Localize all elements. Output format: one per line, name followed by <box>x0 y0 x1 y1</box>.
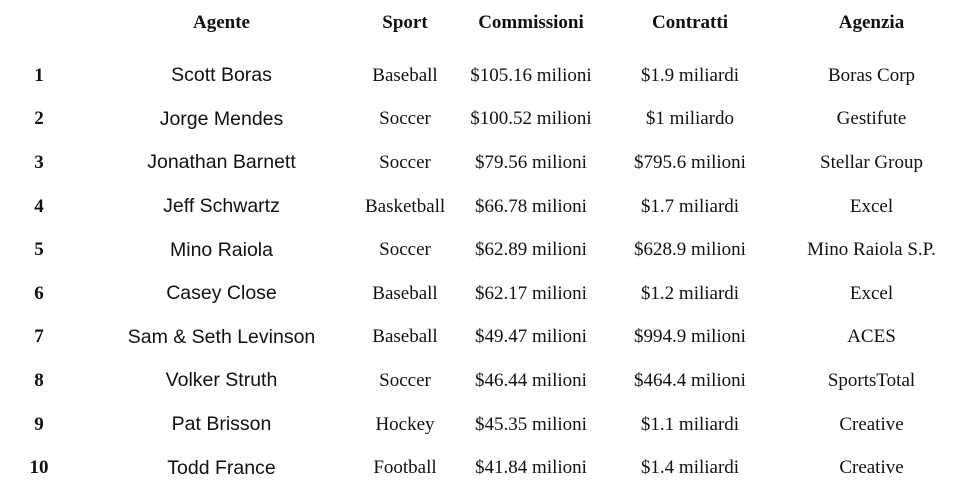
rank-cell: 8 <box>34 369 44 391</box>
agents-table: Agente Sport Commissioni Contratti Agenz… <box>0 0 980 490</box>
commissions-cell: $79.56 milioni <box>475 151 587 173</box>
agency-cell: SportsTotal <box>827 369 916 391</box>
rank-cell: 7 <box>34 326 44 348</box>
rank-cell: 10 <box>29 457 49 479</box>
agency-cell: Creative <box>839 413 904 435</box>
sport-cell: Baseball <box>372 326 438 348</box>
table-row: 7 Sam & Seth Levinson Baseball $49.47 mi… <box>0 316 980 360</box>
rank-cell: 3 <box>34 151 44 173</box>
agency-cell: Mino Raiola S.P. <box>807 239 936 261</box>
agent-cell: Mino Raiola <box>170 238 273 261</box>
commissions-cell: $100.52 milioni <box>470 108 592 130</box>
rank-cell: 6 <box>34 282 44 304</box>
commissions-cell: $62.17 milioni <box>475 282 587 304</box>
agent-cell: Volker Struth <box>165 369 278 392</box>
agent-cell: Jonathan Barnett <box>147 151 296 174</box>
rank-cell: 9 <box>34 413 44 435</box>
sport-cell: Football <box>373 457 437 479</box>
table-row: 9 Pat Brisson Hockey $45.35 milioni $1.1… <box>0 403 980 447</box>
commissions-cell: $66.78 milioni <box>475 195 587 217</box>
contracts-cell: $1.2 miliardi <box>640 282 740 304</box>
table-row: 1 Scott Boras Baseball $105.16 milioni $… <box>0 46 980 98</box>
rank-cell: 2 <box>34 108 44 130</box>
sport-cell: Basketball <box>365 195 446 217</box>
agent-cell: Scott Boras <box>171 64 272 87</box>
agent-cell: Jeff Schwartz <box>163 195 280 218</box>
agency-cell: Excel <box>849 282 894 304</box>
commissions-cell: $49.47 milioni <box>475 326 587 348</box>
table-row: 5 Mino Raiola Soccer $62.89 milioni $628… <box>0 228 980 272</box>
agency-cell: Gestifute <box>836 108 907 130</box>
sport-cell: Baseball <box>372 282 438 304</box>
sport-cell: Soccer <box>379 108 431 130</box>
sport-cell: Baseball <box>372 64 438 86</box>
rank-cell: 1 <box>34 64 44 86</box>
sport-cell: Hockey <box>375 413 435 435</box>
table-row: 4 Jeff Schwartz Basketball $66.78 milion… <box>0 185 980 229</box>
agency-header: Agenzia <box>838 12 905 33</box>
table-row: 6 Casey Close Baseball $62.17 milioni $1… <box>0 272 980 316</box>
agent-header: Agente <box>193 12 250 33</box>
commissions-header: Commissioni <box>478 12 584 33</box>
commissions-cell: $41.84 milioni <box>475 457 587 479</box>
agency-cell: ACES <box>847 326 896 348</box>
sport-cell: Soccer <box>379 369 431 391</box>
contracts-cell: $1.9 miliardi <box>640 64 740 86</box>
contracts-cell: $1.7 miliardi <box>640 195 740 217</box>
sport-cell: Soccer <box>379 239 431 261</box>
agent-cell: Jorge Mendes <box>159 107 284 130</box>
table-row: 2 Jorge Mendes Soccer $100.52 milioni $1… <box>0 98 980 142</box>
rank-cell: 5 <box>34 239 44 261</box>
rank-header <box>0 0 78 46</box>
agent-cell: Todd France <box>167 456 276 479</box>
contracts-cell: $1.1 miliardi <box>640 413 740 435</box>
commissions-cell: $45.35 milioni <box>475 413 587 435</box>
agency-cell: Boras Corp <box>827 64 916 86</box>
agency-cell: Excel <box>849 195 894 217</box>
table-row: 10 Todd France Football $41.84 milioni $… <box>0 446 980 490</box>
agent-cell: Sam & Seth Levinson <box>127 325 316 348</box>
contracts-header: Contratti <box>652 12 728 33</box>
contracts-cell: $628.9 milioni <box>634 239 746 261</box>
agent-cell: Pat Brisson <box>171 413 272 436</box>
contracts-cell: $464.4 milioni <box>634 369 746 391</box>
table-row: 8 Volker Struth Soccer $46.44 milioni $4… <box>0 359 980 403</box>
contracts-cell: $994.9 milioni <box>634 326 746 348</box>
contracts-cell: $1 miliardo <box>645 108 735 130</box>
table-row: 3 Jonathan Barnett Soccer $79.56 milioni… <box>0 141 980 185</box>
rank-cell: 4 <box>34 195 44 217</box>
agent-cell: Casey Close <box>166 282 277 305</box>
commissions-cell: $46.44 milioni <box>475 369 587 391</box>
contracts-cell: $795.6 milioni <box>634 151 746 173</box>
agency-cell: Stellar Group <box>820 151 923 173</box>
commissions-cell: $105.16 milioni <box>470 64 592 86</box>
header-row: Agente Sport Commissioni Contratti Agenz… <box>0 0 980 46</box>
contracts-cell: $1.4 miliardi <box>640 457 740 479</box>
commissions-cell: $62.89 milioni <box>475 239 587 261</box>
sport-cell: Soccer <box>379 151 431 173</box>
sport-header: Sport <box>382 12 428 33</box>
agency-cell: Creative <box>839 457 904 479</box>
